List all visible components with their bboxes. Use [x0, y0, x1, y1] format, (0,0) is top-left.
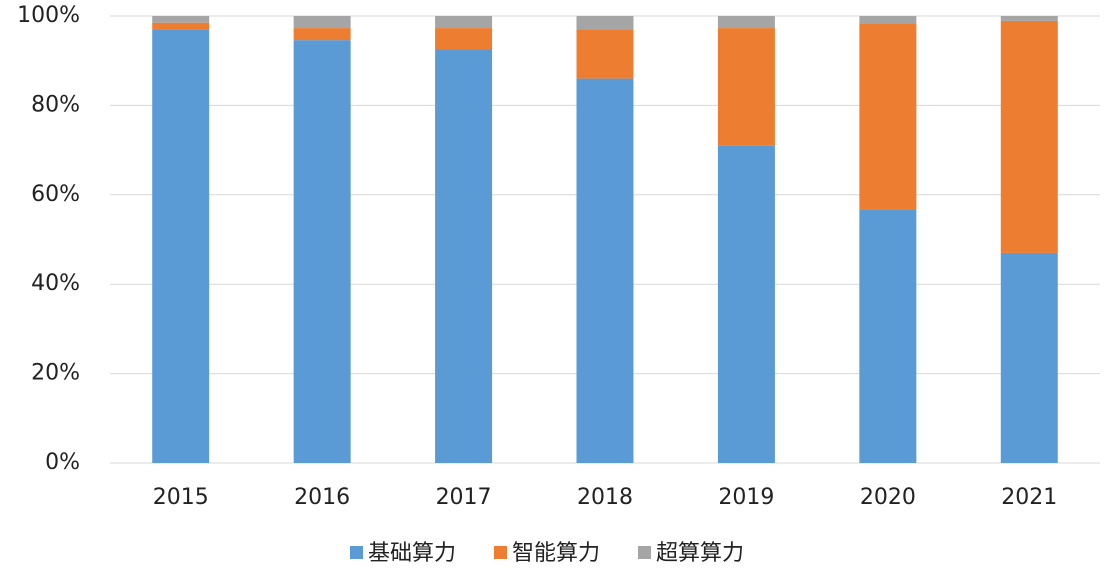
bar-segment — [435, 28, 493, 50]
bar-segment — [152, 29, 210, 463]
bar-segment — [859, 16, 917, 24]
bar-segment — [576, 78, 634, 463]
bar-segment — [293, 28, 351, 41]
bar-segment — [717, 28, 775, 146]
x-tick-label: 2019 — [718, 485, 774, 510]
bar-segment — [717, 145, 775, 463]
y-tick-label: 60% — [31, 182, 80, 207]
bar-segment — [576, 29, 634, 79]
bar-segment — [859, 23, 917, 210]
bar-segment — [1000, 16, 1058, 21]
y-tick-label: 0% — [45, 450, 80, 475]
legend-swatch — [638, 546, 651, 559]
y-tick-label: 80% — [31, 92, 80, 117]
y-tick-label: 100% — [17, 3, 80, 28]
legend-label: 基础算力 — [368, 541, 456, 566]
x-tick-label: 2018 — [577, 485, 633, 510]
bar-segment — [717, 16, 775, 29]
y-tick-label: 20% — [31, 361, 80, 386]
bar-segment — [435, 16, 493, 29]
x-tick-label: 2021 — [1001, 485, 1057, 510]
y-tick-label: 40% — [31, 271, 80, 296]
x-tick-label: 2015 — [153, 485, 209, 510]
bar-segment — [435, 49, 493, 464]
bar-segment — [1000, 252, 1058, 463]
bar-segment — [576, 16, 634, 30]
bar-segment — [1000, 20, 1058, 253]
legend-swatch — [350, 546, 363, 559]
x-tick-label: 2020 — [860, 485, 916, 510]
bar-segment — [293, 16, 351, 29]
bar-segment — [152, 22, 210, 30]
bar-segment — [293, 40, 351, 463]
legend-label: 智能算力 — [512, 541, 600, 566]
legend-swatch — [494, 546, 507, 559]
x-tick-label: 2017 — [436, 485, 492, 510]
x-tick-label: 2016 — [294, 485, 350, 510]
legend-label: 超算算力 — [656, 541, 744, 566]
bar-segment — [152, 16, 210, 23]
bar-segment — [859, 209, 917, 463]
